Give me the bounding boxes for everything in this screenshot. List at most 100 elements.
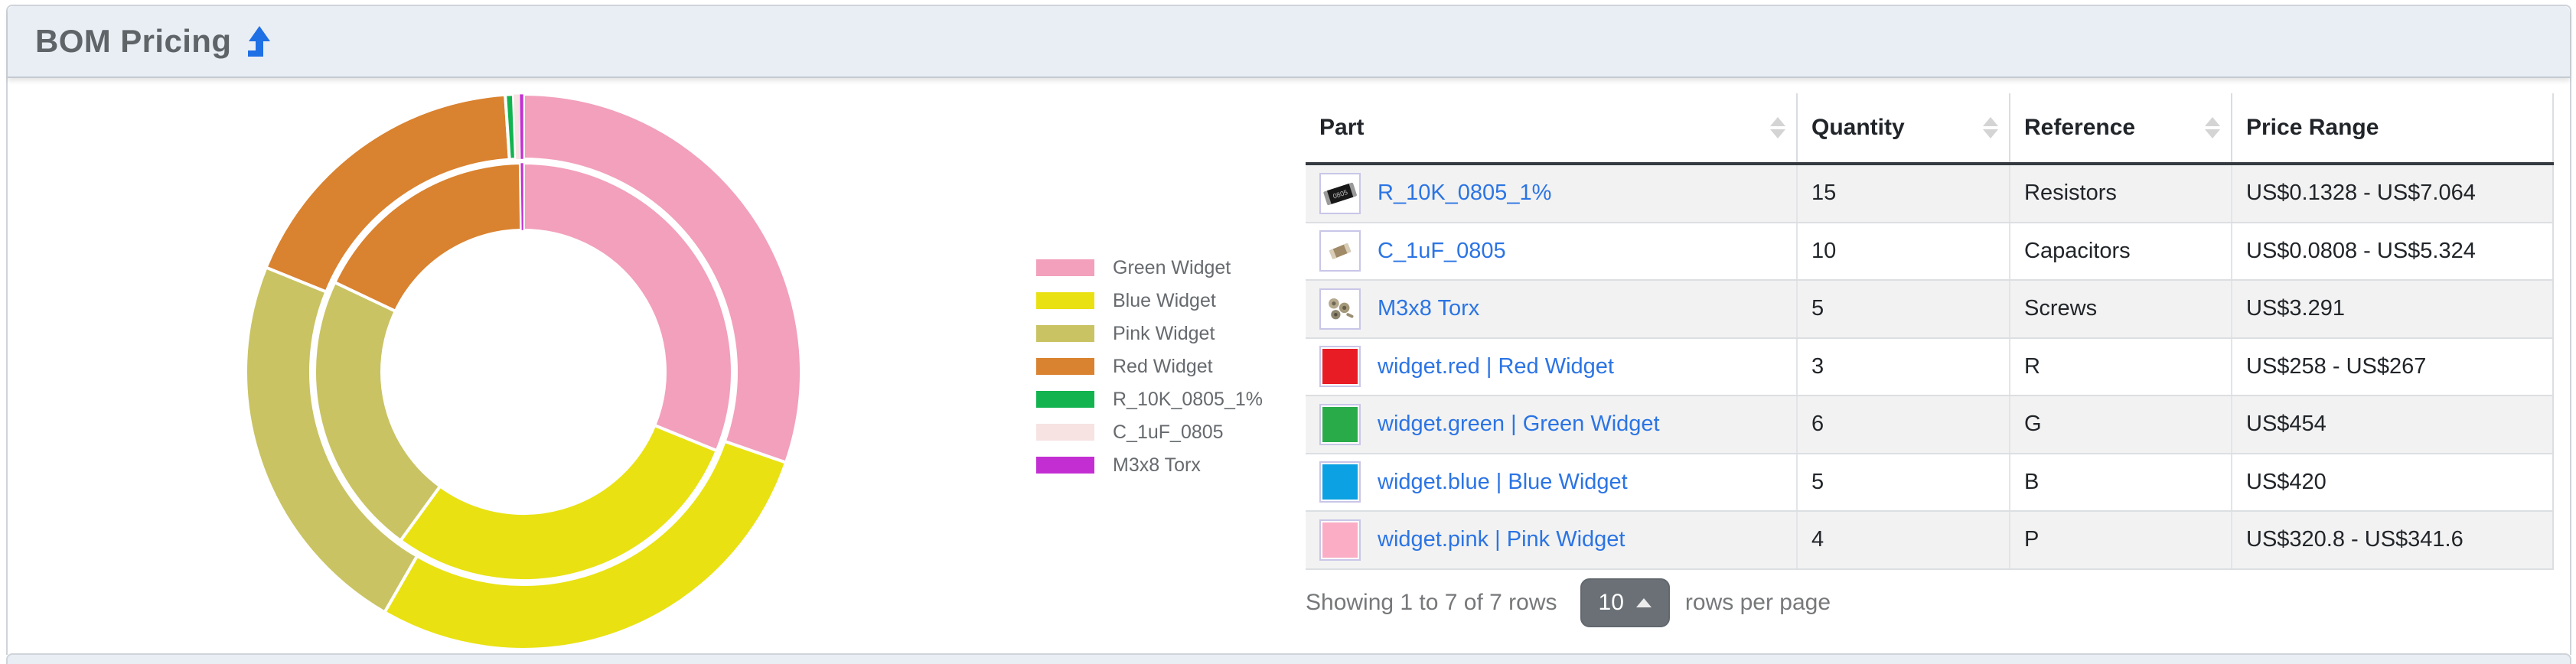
part-cell: widget.green | Green Widget [1306,395,1797,454]
reference-cell: Resistors [2009,164,2232,223]
part-thumbnail [1319,346,1361,388]
legend-item[interactable]: C_1uF_0805 [1036,422,1263,443]
page-size-dropdown[interactable]: 10 [1580,578,1670,627]
col-header-reference[interactable]: Reference [2009,93,2232,165]
reference-cell: B [2009,453,2232,512]
part-link[interactable]: M3x8 Torx [1378,296,1480,321]
reference-cell: P [2009,511,2232,570]
donut-segment[interactable] [522,161,734,453]
donut-segment[interactable] [382,439,788,650]
part-link[interactable]: widget.red | Red Widget [1378,353,1614,379]
part-color-swatch-icon [1322,406,1358,442]
part-cell: C_1uF_0805 [1306,222,1797,281]
table-area: Part Quantity Reference [1306,93,2555,570]
legend-swatch [1036,259,1094,276]
part-thumbnail: 0805 [1319,172,1361,214]
legend-item[interactable]: M3x8 Torx [1036,454,1263,476]
part-cell: widget.blue | Blue Widget [1306,453,1797,512]
quantity-cell: 3 [1796,337,2010,396]
screws-photo-icon [1329,298,1354,320]
legend-item[interactable]: Red Widget [1036,356,1263,377]
legend-item[interactable]: Green Widget [1036,257,1263,278]
chart-legend: Green Widget Blue Widget Pink Widget Red Wi… [1036,257,1263,487]
quantity-cell: 5 [1796,280,2010,339]
legend-label: Green Widget [1113,256,1231,278]
part-cell: M3x8 Torx [1306,280,1797,339]
legend-swatch [1036,457,1094,474]
legend-swatch [1036,292,1094,309]
panel-body: Green Widget Blue Widget Pink Widget Red Wi… [8,78,2570,655]
table-row: widget.blue | Blue Widget 5 B US$420 [1306,453,2553,512]
part-cell: widget.red | Red Widget [1306,337,1797,396]
part-link[interactable]: R_10K_0805_1% [1378,181,1552,206]
table-row: M3x8 Torx 5 Screws US$3.291 [1306,280,2553,339]
bom-donut-chart[interactable] [245,93,802,650]
table-header-row: Part Quantity Reference [1306,93,2553,165]
legend-item[interactable]: Pink Widget [1036,323,1263,344]
legend-label: Pink Widget [1113,322,1215,344]
reference-cell: R [2009,337,2232,396]
part-color-swatch-icon [1322,464,1358,500]
legend-swatch [1036,391,1094,408]
sort-arrows-icon[interactable] [1983,117,1998,138]
donut-segment[interactable] [522,93,802,465]
price-range-cell: US$420 [2231,453,2553,512]
legend-label: Blue Widget [1113,289,1216,311]
rows-per-page-label: rows per page [1684,590,1831,615]
donut-segment[interactable] [312,280,442,543]
part-link[interactable]: widget.green | Green Widget [1378,412,1660,437]
part-link[interactable]: C_1uF_0805 [1378,238,1506,263]
sort-arrows-icon[interactable] [2205,117,2220,138]
table-row: C_1uF_0805 10 Capacitors US$0.0808 - US$5.3… [1306,222,2553,281]
part-link[interactable]: widget.blue | Blue Widget [1378,469,1628,494]
pagination: Showing 1 to 7 of 7 rows 10 rows per pag… [1306,574,1831,632]
up-arrow-icon[interactable] [245,26,271,60]
panel-header: BOM Pricing [8,6,2570,78]
donut-segment[interactable] [332,161,523,314]
part-color-swatch-icon [1322,349,1358,385]
quantity-cell: 6 [1796,395,2010,454]
legend-swatch [1036,358,1094,375]
reference-cell: Screws [2009,280,2232,339]
donut-segment[interactable] [398,423,719,582]
caret-up-icon [1635,598,1652,607]
part-thumbnail [1319,288,1361,330]
quantity-cell: 5 [1796,453,2010,512]
price-range-cell: US$3.291 [2231,280,2553,339]
col-header-price-range: Price Range [2231,93,2553,165]
col-header-part[interactable]: Part [1306,93,1797,165]
donut-segment[interactable] [519,93,524,160]
sort-arrows-icon[interactable] [1770,117,1785,138]
quantity-cell: 10 [1796,222,2010,281]
part-color-swatch-icon [1322,522,1358,558]
table-row: 0805 R_10K_0805_1% 15 Resistors US$0.1328 - … [1306,164,2553,223]
legend-label: Red Widget [1113,355,1213,377]
legend-swatch [1036,325,1094,342]
col-header-label: Reference [2024,115,2136,140]
legend-item[interactable]: R_10K_0805_1% [1036,389,1263,410]
price-range-cell: US$454 [2231,395,2553,454]
reference-cell: Capacitors [2009,222,2232,281]
pagination-summary: Showing 1 to 7 of 7 rows [1306,590,1557,615]
legend-label: M3x8 Torx [1113,454,1201,476]
quantity-cell: 4 [1796,511,2010,570]
resistor-photo-icon: 0805 [1323,182,1357,205]
capacitor-photo-icon [1329,242,1352,260]
legend-item[interactable]: Blue Widget [1036,290,1263,311]
donut-segment[interactable] [520,162,524,231]
col-header-label: Part [1319,115,1365,140]
part-thumbnail [1319,461,1361,503]
col-header-label: Price Range [2246,115,2379,140]
page-size-value: 10 [1598,590,1624,615]
price-range-cell: US$0.0808 - US$5.324 [2231,222,2553,281]
price-range-cell: US$258 - US$267 [2231,337,2553,396]
price-range-cell: US$320.8 - US$341.6 [2231,511,2553,570]
part-link[interactable]: widget.pink | Pink Widget [1378,527,1625,552]
col-header-quantity[interactable]: Quantity [1796,93,2010,165]
legend-swatch [1036,424,1094,441]
quantity-cell: 15 [1796,164,2010,223]
legend-label: R_10K_0805_1% [1113,388,1263,410]
reference-cell: G [2009,395,2232,454]
panel-title: BOM Pricing [35,23,232,59]
bom-table: Part Quantity Reference [1306,93,2554,570]
